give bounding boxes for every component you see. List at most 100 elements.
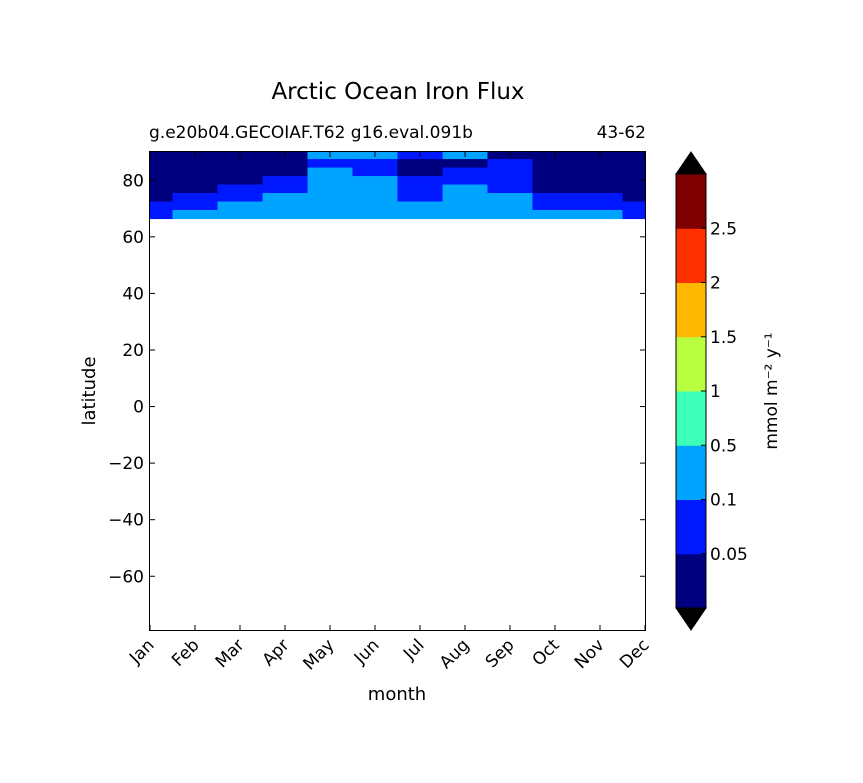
heatmap-cell: [352, 209, 399, 220]
heatmap-cell: [262, 159, 309, 169]
heatmap-cell: [352, 184, 399, 194]
x-tick-label: Jun: [350, 635, 384, 669]
x-tick-label: Feb: [168, 635, 203, 670]
heatmap-cell: [307, 184, 354, 194]
chart-subtitle-left: g.e20b04.GECOIAF.T62 g16.eval.091b: [149, 123, 473, 143]
heatmap-cell: [532, 167, 579, 177]
heatmap-cell: [487, 209, 534, 220]
colorbar-label: mmol m⁻² y⁻¹: [762, 332, 782, 449]
x-tick-label: Nov: [571, 635, 609, 673]
heatmap-cell: [150, 176, 174, 186]
colorbar: 0.05 0.1 0.5 1 1.5 2 2.5: [675, 151, 748, 631]
heatmap-cell: [442, 176, 489, 186]
y-tick-label: 40: [122, 284, 144, 304]
heatmap-cell: [397, 193, 444, 203]
heatmap-cell: [217, 193, 264, 203]
heatmap-cell: [622, 176, 646, 186]
heatmap-cell: [442, 201, 489, 211]
heatmap-cell: [577, 209, 624, 220]
colorbar-swatch: [676, 174, 706, 229]
heatmap-cell: [622, 209, 646, 220]
heatmap-cell: [532, 176, 579, 186]
heatmap-cell: [262, 201, 309, 211]
x-axis: Jan Feb Mar Apr May Jun Jul Aug Sep Oct Nov Dec: [125, 152, 654, 674]
colorbar-tick-label: 0.5: [710, 436, 737, 456]
x-tick-label: Apr: [259, 635, 294, 670]
x-tick-label: Jan: [125, 635, 158, 668]
heatmap-cell: [352, 193, 399, 203]
heatmap-cell: [307, 193, 354, 203]
heatmap-cell: [442, 193, 489, 203]
heatmap-cell: [397, 176, 444, 186]
heatmap-cell: [262, 176, 309, 186]
heatmap-cell: [150, 152, 174, 160]
heatmap-cell: [487, 167, 534, 177]
x-tick-label: Mar: [212, 635, 249, 672]
x-tick-label: May: [300, 635, 339, 674]
y-tick-label: 20: [122, 341, 144, 361]
x-tick-label: Aug: [436, 635, 474, 673]
heatmap-cell: [172, 159, 219, 169]
heatmap-cell: [577, 159, 624, 169]
heatmap-cell: [217, 209, 264, 220]
y-tick-label: −60: [108, 567, 144, 587]
y-tick-label: 0: [133, 398, 144, 418]
x-tick-label: Dec: [616, 635, 653, 672]
colorbar-swatch: [676, 228, 706, 283]
heatmap-cell: [352, 176, 399, 186]
colorbar-swatch: [676, 553, 706, 609]
colorbar-extend-under: [675, 607, 707, 631]
heatmap-cell: [397, 209, 444, 220]
heatmap-cell: [172, 167, 219, 177]
colorbar-tick-label: 1: [710, 382, 721, 402]
heatmap-cell: [150, 184, 174, 194]
y-tick-label: 60: [122, 228, 144, 248]
x-tick-label: Oct: [529, 635, 564, 670]
heatmap-cell: [532, 201, 579, 211]
heatmap-cell: [622, 193, 646, 203]
heatmap-cell: [262, 184, 309, 194]
heatmap-cell: [150, 193, 174, 203]
heatmap-cell: [622, 184, 646, 194]
heatmap-cell: [150, 201, 174, 211]
heatmap-cell: [307, 176, 354, 186]
heatmap-cell: [442, 167, 489, 177]
heatmap-cell: [172, 201, 219, 211]
y-tick-label: −20: [108, 454, 144, 474]
heatmap-cell: [307, 167, 354, 177]
colorbar-tick-label: 0.05: [710, 545, 748, 565]
heatmap-cell: [577, 167, 624, 177]
heatmap-cell: [352, 159, 399, 169]
heatmap-cell: [307, 209, 354, 220]
heatmap-cell: [262, 193, 309, 203]
heatmap-cell: [487, 193, 534, 203]
x-tick-label: Jul: [399, 635, 428, 664]
chart-subtitle-right: 43-62: [597, 123, 646, 143]
heatmap-cell: [150, 159, 174, 169]
colorbar-swatch: [676, 336, 706, 392]
heatmap-cell: [487, 201, 534, 211]
x-tick-label: Sep: [482, 635, 519, 672]
y-axis: 80 60 40 20 0 −20 −40 −60: [108, 171, 645, 587]
heatmap-cell: [622, 152, 646, 160]
heatmap-cell: [172, 209, 219, 220]
heatmap-cell: [577, 176, 624, 186]
heatmap-cell: [352, 201, 399, 211]
y-tick-label: 80: [122, 171, 144, 191]
colorbar-tick-label: 2.5: [710, 219, 737, 239]
colorbar-swatch: [676, 391, 706, 446]
heatmap-cell: [262, 167, 309, 177]
chart-title: Arctic Ocean Iron Flux: [271, 79, 524, 105]
colorbar-tick-label: 1.5: [710, 328, 737, 348]
heatmap-cell: [307, 159, 354, 169]
heatmap-cell: [442, 209, 489, 220]
colorbar-tick-label: 2: [710, 274, 721, 294]
heatmap-cell: [577, 201, 624, 211]
colorbar-swatch: [676, 282, 706, 338]
colorbar-tick-label: 0.1: [710, 491, 737, 511]
heatmap-cell: [217, 167, 264, 177]
heatmap-cell: [172, 176, 219, 186]
heatmap-cell: [622, 159, 646, 169]
heatmap-cell: [397, 159, 444, 169]
